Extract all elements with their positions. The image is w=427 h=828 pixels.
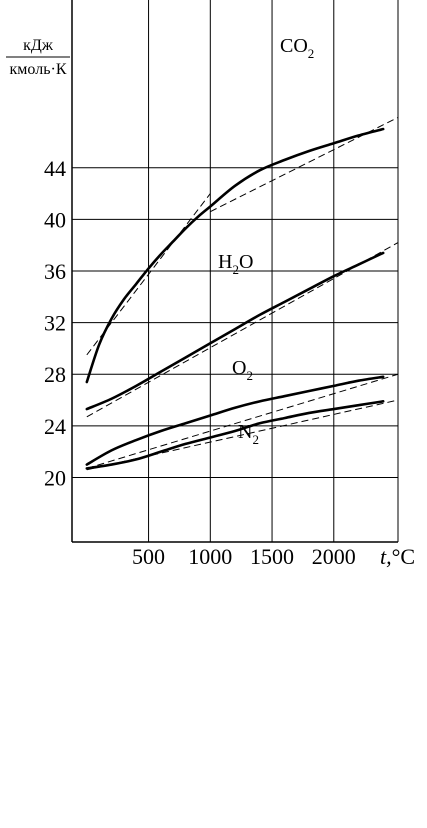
series-label-co2: CO2	[280, 35, 314, 61]
x-tick-label: 1000	[188, 544, 232, 569]
series-label-h2o: H2O	[218, 251, 253, 277]
approx-line-o2	[86, 373, 399, 469]
curve-h2o	[85, 251, 385, 411]
curve-o2	[85, 375, 385, 466]
axes	[71, 0, 398, 543]
x-tick-label: 500	[132, 544, 165, 569]
data-curves	[85, 127, 385, 470]
y-axis-unit: кДж кмоль·К	[6, 37, 70, 78]
y-tick-label: 20	[44, 465, 66, 490]
y-tick-label: 36	[44, 259, 66, 284]
y-tick-label: 40	[44, 207, 66, 232]
series-label-n2: N2	[238, 421, 259, 447]
x-axis-title: t,°C	[380, 544, 415, 569]
y-tick-label: 32	[44, 311, 66, 336]
x-tick-label: 1500	[250, 544, 294, 569]
curve-n2	[85, 400, 385, 470]
approx-line-n2	[86, 399, 399, 471]
y-tick-label: 44	[44, 156, 66, 181]
x-axis-variable: t,	[380, 544, 392, 569]
x-axis-unit: °C	[392, 544, 415, 569]
y-tick-label: 28	[44, 362, 66, 387]
y-axis-unit-numerator: кДж	[23, 37, 54, 54]
series-label-o2: O2	[232, 357, 253, 383]
y-tick-label: 24	[44, 414, 66, 439]
curve-co2	[85, 127, 385, 384]
approx-line-co2-2	[210, 116, 399, 213]
approximation-lines	[86, 116, 399, 471]
y-axis-unit-denominator: кмоль·К	[10, 61, 67, 78]
x-tick-label: 2000	[312, 544, 356, 569]
labels: 500 1000 1500 2000 20 24 28 32 36 40 44 CO2 H2O O2 N2	[44, 35, 356, 569]
